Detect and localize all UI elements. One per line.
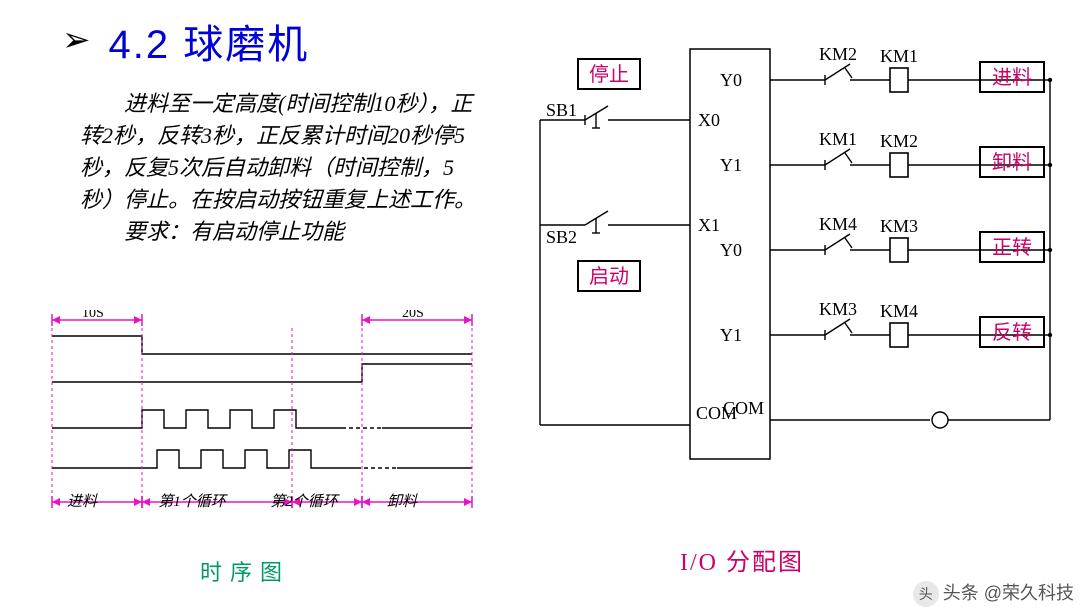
svg-text:KM3: KM3 (880, 216, 918, 236)
timing-caption: 时序图 (200, 555, 290, 587)
svg-text:进料: 进料 (992, 66, 1032, 89)
svg-text:Y1: Y1 (720, 155, 742, 175)
svg-text:Y1: Y1 (720, 325, 742, 345)
svg-text:SB1: SB1 (546, 100, 577, 120)
svg-text:停止: 停止 (589, 63, 629, 86)
svg-text:卸料: 卸料 (387, 493, 418, 510)
svg-text:X0: X0 (698, 110, 720, 130)
page-title: 4.2 球磨机 (109, 12, 310, 70)
svg-text:进料: 进料 (67, 493, 98, 510)
svg-text:KM2: KM2 (819, 44, 857, 64)
svg-text:正转: 正转 (992, 236, 1032, 259)
watermark-icon: 头 (913, 581, 939, 607)
watermark-text: 头条 @荣久科技 (943, 583, 1074, 603)
svg-text:KM4: KM4 (819, 214, 857, 234)
svg-text:20S: 20S (402, 310, 424, 321)
io-caption: I/O 分配图 (680, 542, 804, 577)
svg-text:KM3: KM3 (819, 299, 857, 319)
desc-requirement: 要求：有启动停止功能 (80, 216, 480, 248)
svg-text:10S: 10S (82, 310, 104, 321)
svg-text:KM1: KM1 (880, 46, 918, 66)
svg-text:KM2: KM2 (880, 131, 918, 151)
svg-text:Y0: Y0 (720, 70, 742, 90)
svg-text:反转: 反转 (992, 321, 1032, 344)
svg-text:卸料: 卸料 (992, 151, 1032, 174)
desc-main: 进料至一定高度(时间控制10秒），正转2秒，反转3秒，正反累计时间20秒停5秒，… (80, 91, 476, 212)
description-block: 进料至一定高度(时间控制10秒），正转2秒，反转3秒，正反累计时间20秒停5秒，… (80, 88, 480, 248)
svg-text:Y0: Y0 (720, 240, 742, 260)
desc-indent (80, 91, 124, 116)
svg-text:KM1: KM1 (819, 129, 857, 149)
timing-diagram: 10S 20S 进料 第1个循环 第2个循环 卸料 (42, 310, 482, 550)
svg-text:KM4: KM4 (880, 301, 918, 321)
svg-text:SB2: SB2 (546, 227, 577, 247)
svg-text:第2个循环: 第2个循环 (270, 493, 341, 510)
bullet-icon: ➢ (62, 24, 91, 58)
svg-text:启动: 启动 (589, 265, 629, 288)
svg-text:第1个循环: 第1个循环 (158, 493, 229, 510)
svg-text:X1: X1 (698, 215, 720, 235)
watermark: 头头条 @荣久科技 (913, 579, 1074, 607)
io-diagram: 停止启动 SB1 X0 SB2 X1 COM Y0 KM2 KM1 进料 Y1 KM1 KM2 卸料 Y0 K… (490, 25, 1070, 525)
svg-text:COM: COM (723, 398, 764, 418)
